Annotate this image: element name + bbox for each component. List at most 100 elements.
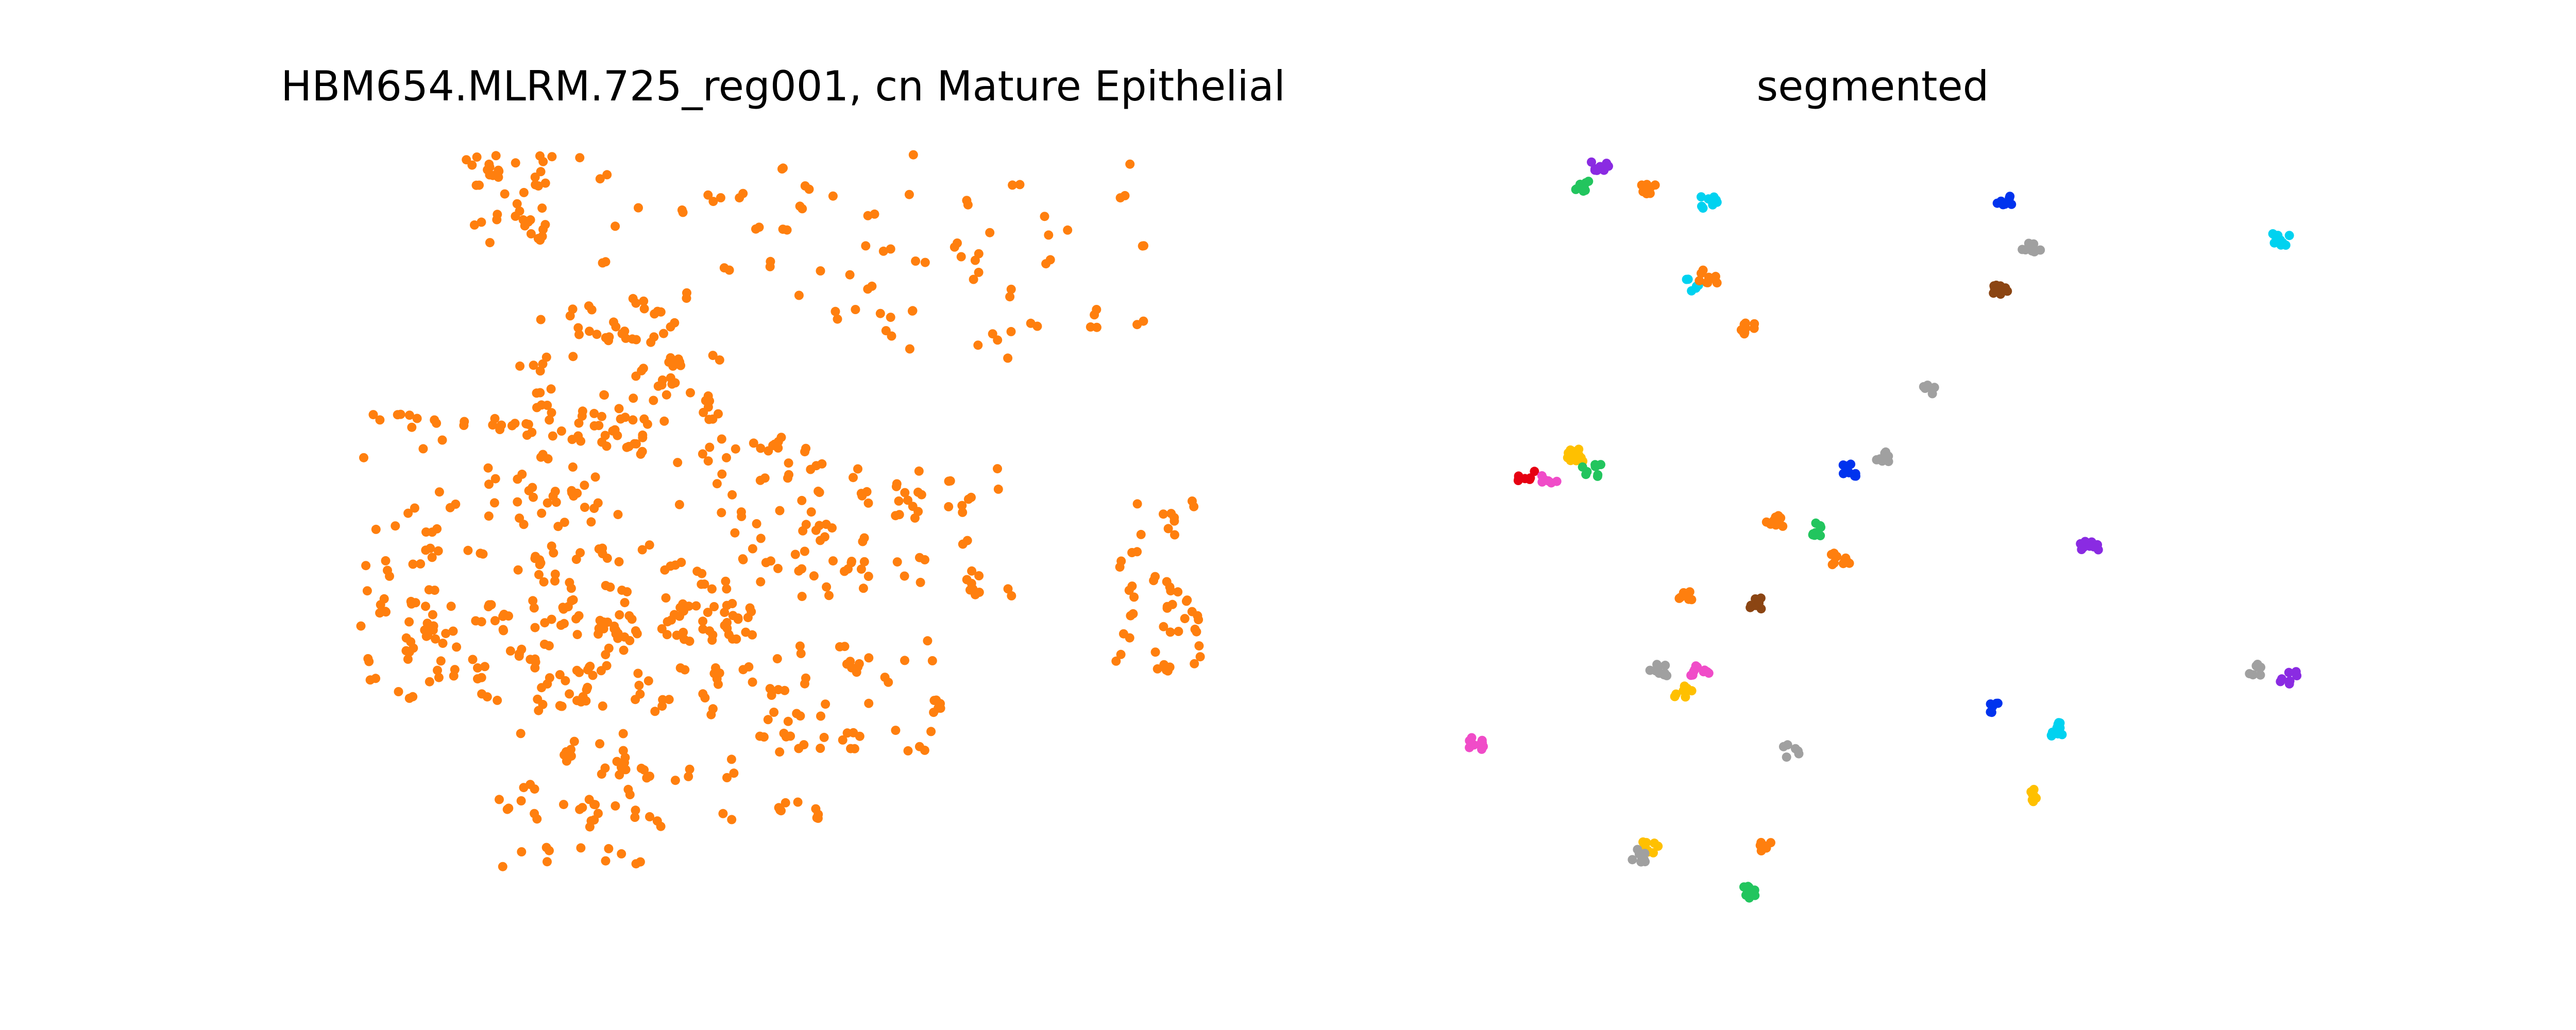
data-point <box>547 614 556 624</box>
data-point <box>722 453 731 462</box>
data-point <box>733 614 743 624</box>
data-point <box>691 601 701 611</box>
data-point <box>483 165 493 175</box>
data-point <box>859 557 869 566</box>
data-point <box>863 211 873 220</box>
data-point <box>1165 662 1175 672</box>
data-point <box>1139 316 1148 326</box>
data-point <box>574 330 584 339</box>
cluster-point <box>1698 203 1708 213</box>
data-point <box>499 609 509 619</box>
data-point <box>726 754 736 764</box>
data-point <box>490 414 500 423</box>
data-point <box>537 203 547 213</box>
data-point <box>1044 230 1054 240</box>
data-point <box>993 335 1003 345</box>
data-point <box>361 561 371 571</box>
data-point <box>900 656 909 665</box>
data-point <box>595 623 605 632</box>
data-point <box>720 621 730 630</box>
data-point <box>406 599 416 609</box>
cluster-point <box>1699 667 1708 677</box>
data-point <box>720 608 730 617</box>
data-point <box>721 576 731 586</box>
data-point <box>664 695 674 705</box>
cluster-point <box>1477 744 1486 754</box>
data-point <box>819 732 829 742</box>
data-point <box>631 298 641 308</box>
cluster-point <box>2036 245 2045 255</box>
data-point <box>605 582 615 592</box>
data-point <box>682 294 691 303</box>
cluster-point <box>1811 518 1821 528</box>
data-point <box>584 301 594 311</box>
data-point <box>446 602 456 611</box>
data-point <box>927 656 937 665</box>
data-point <box>820 532 829 542</box>
data-point <box>575 153 585 163</box>
data-point <box>756 577 766 587</box>
data-point <box>452 642 462 652</box>
data-point <box>656 821 666 831</box>
data-point <box>863 572 873 581</box>
data-point <box>708 197 718 207</box>
data-point <box>908 150 918 160</box>
data-point <box>532 403 541 413</box>
data-point <box>643 676 653 686</box>
data-point <box>420 625 430 635</box>
data-point <box>798 204 807 214</box>
data-point <box>705 442 715 452</box>
cluster-point <box>1704 272 1714 282</box>
data-point <box>1008 180 1018 190</box>
data-point <box>716 193 725 202</box>
data-point <box>595 615 605 625</box>
data-point <box>722 584 732 594</box>
data-point <box>577 411 587 421</box>
data-point <box>801 520 811 529</box>
data-point <box>631 805 640 815</box>
data-point <box>707 636 717 645</box>
data-point <box>816 744 825 753</box>
data-point <box>597 546 606 556</box>
data-point <box>657 624 667 633</box>
data-point <box>541 352 551 362</box>
data-point <box>1007 591 1016 600</box>
data-point <box>717 434 726 444</box>
cluster-point <box>1746 600 1756 610</box>
data-point <box>861 241 871 251</box>
cluster-point <box>1712 278 1722 288</box>
data-point <box>686 388 695 398</box>
data-point <box>722 773 732 782</box>
data-point <box>741 627 751 637</box>
data-point <box>783 473 792 483</box>
data-point <box>574 418 584 428</box>
data-point <box>1040 212 1049 221</box>
data-point <box>560 518 569 527</box>
data-point <box>365 675 375 685</box>
data-point <box>663 617 672 627</box>
data-point <box>540 618 550 628</box>
data-point <box>974 571 984 580</box>
data-point <box>438 639 448 648</box>
data-point <box>584 795 594 804</box>
data-point <box>556 426 566 436</box>
data-point <box>604 332 614 342</box>
data-point <box>748 544 757 554</box>
data-point <box>659 329 668 338</box>
data-point <box>448 626 458 636</box>
data-point <box>512 199 522 209</box>
data-point <box>563 602 573 612</box>
data-point <box>568 595 578 605</box>
data-point <box>886 313 895 322</box>
data-point <box>815 521 824 530</box>
data-point <box>609 621 619 631</box>
data-point <box>538 699 548 709</box>
data-point <box>580 480 589 490</box>
data-point <box>891 482 901 491</box>
data-point <box>880 673 890 682</box>
data-point <box>790 550 800 559</box>
data-point <box>967 566 977 576</box>
data-point <box>697 579 706 589</box>
cluster-point <box>2276 240 2286 250</box>
data-point <box>749 438 758 448</box>
